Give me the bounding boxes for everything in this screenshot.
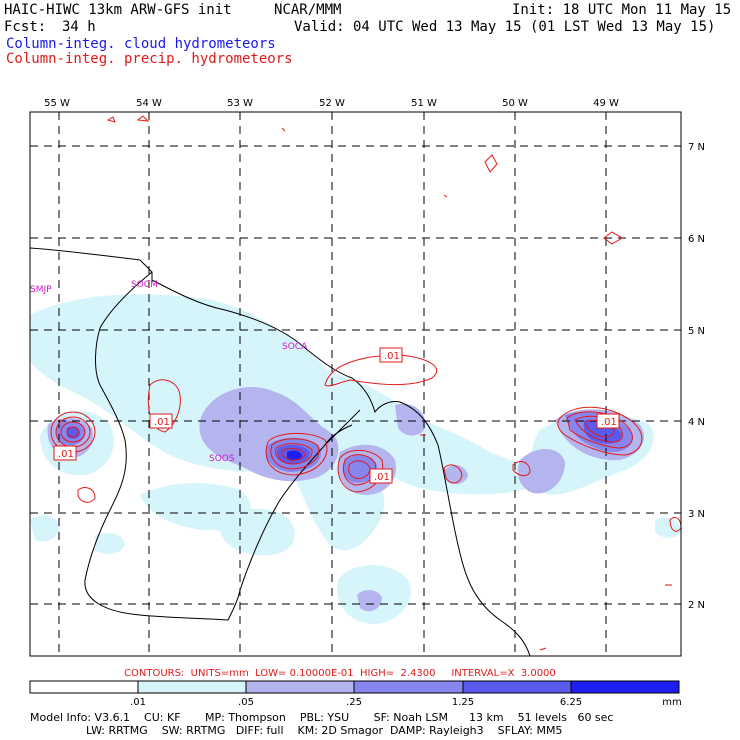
contour-label-boxes: [53, 347, 620, 484]
fcst-label: Fcst:: [4, 19, 47, 35]
lat-label: 4 N: [688, 417, 705, 428]
colorbar-tick: .25: [346, 697, 362, 708]
station-label-smjp: SMJP: [30, 285, 52, 295]
lon-label: 49 W: [593, 98, 619, 109]
station-label-socm: SOCM: [131, 280, 158, 290]
lon-label: 50 W: [502, 98, 528, 109]
colorbar-bin-4: [353, 680, 464, 694]
colorbar-bin-1: [29, 680, 139, 694]
lat-label: 3 N: [688, 509, 705, 520]
colorbar-tick: .05: [238, 697, 254, 708]
station-label-soca: SOCA: [282, 342, 308, 352]
colorbar-bin-6: [570, 680, 680, 694]
contour-label: .01: [384, 351, 400, 362]
lat-label: 6 N: [688, 234, 705, 245]
lon-label: 52 W: [319, 98, 345, 109]
contour-label: .01: [374, 472, 390, 483]
lon-label: 54 W: [136, 98, 162, 109]
lon-label: 51 W: [411, 98, 437, 109]
contour-label: .01: [154, 417, 170, 428]
valid-time: Valid: 04 UTC Wed 13 May 15 (01 LST Wed …: [294, 19, 716, 35]
latlon-grid: [30, 112, 681, 656]
field-cloud-label: Column-integ. cloud hydrometeors: [6, 36, 276, 52]
colorbar-tick: 1.25: [452, 697, 474, 708]
lat-label: 5 N: [688, 326, 705, 337]
colorbar-tick: .01: [130, 697, 146, 708]
colorbar-unit: mm: [662, 697, 681, 708]
lon-ticks: [58, 112, 607, 118]
contour-label: .01: [601, 417, 617, 428]
lon-label: 53 W: [227, 98, 253, 109]
footer-line-2: LW: RRTMG SW: RRTMG DIFF: full KM: 2D Sm…: [30, 724, 563, 737]
station-label-soos: SOOS: [209, 454, 235, 464]
center-label: NCAR/MMM: [274, 2, 342, 18]
footer-line-1: Model Info: V3.6.1 CU: KF MP: Thompson P…: [30, 711, 614, 724]
model-title: HAIC-HIWC 13km ARW-GFS init: [4, 2, 232, 18]
contour-label: .01: [58, 449, 74, 460]
init-time: Init: 18 UTC Mon 11 May 15: [512, 2, 732, 18]
lon-label: 55 W: [44, 98, 70, 109]
colorbar: [29, 680, 680, 694]
fcst-value: 34 h: [62, 19, 96, 35]
colorbar-tick: 6.25: [560, 697, 582, 708]
colorbar-bin-5: [462, 680, 572, 694]
contour-info: CONTOURS: UNITS=mm LOW= 0.10000E-01 HIGH…: [124, 668, 556, 679]
colorbar-bin-2: [137, 680, 247, 694]
lat-label: 7 N: [688, 142, 705, 153]
colorbar-bin-3: [245, 680, 355, 694]
lat-label: 2 N: [688, 600, 705, 611]
field-precip-label: Column-integ. precip. hydrometeors: [6, 51, 293, 67]
map-frame: [29, 111, 682, 657]
